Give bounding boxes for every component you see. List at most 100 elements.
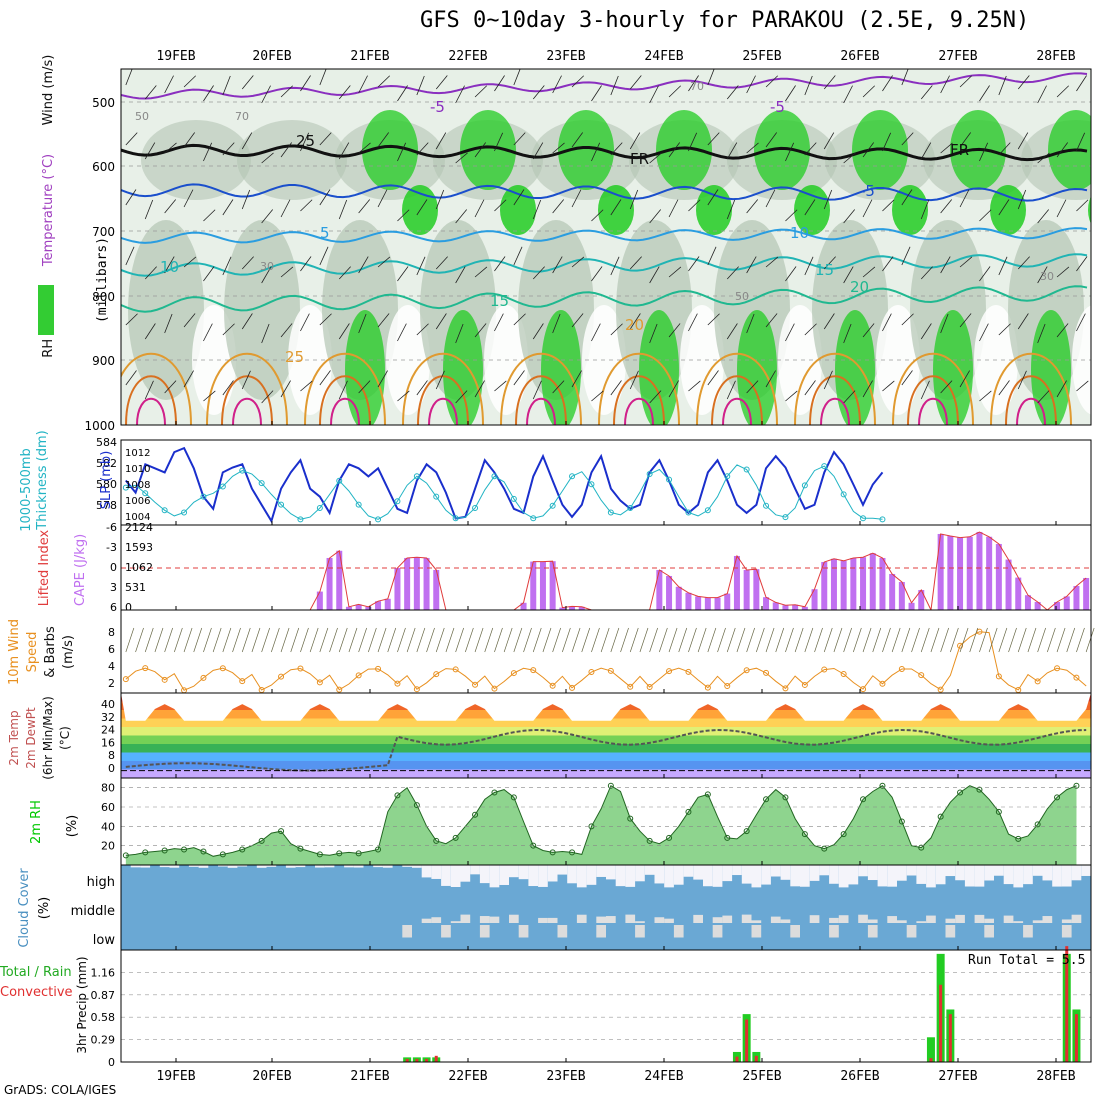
rh-green-blob	[345, 310, 385, 425]
cloud-mid	[1013, 921, 1024, 923]
cloud-mid	[984, 918, 994, 923]
cape-bar	[539, 561, 546, 610]
wind-barb	[1076, 313, 1086, 332]
isotherm-35-loop	[330, 397, 360, 425]
cloud-low	[557, 925, 568, 938]
wind-speed-marker	[898, 665, 905, 672]
cape-bar	[879, 557, 886, 610]
wind-barb-10m	[1085, 627, 1095, 653]
cloud-high-gap	[819, 865, 830, 876]
wind-barb-10m	[212, 627, 222, 653]
wind-speed-marker	[491, 685, 498, 692]
thickness-marker	[239, 467, 246, 474]
date-label-bottom: 28FEB	[1036, 1069, 1075, 1084]
wind-barb	[144, 199, 154, 220]
wind-barb	[668, 380, 679, 398]
wind-barb	[610, 380, 622, 396]
temp-tick: 0	[108, 762, 115, 775]
cape-bar	[1083, 577, 1090, 610]
wind-barb	[707, 132, 720, 146]
slp-left-tick: 582	[96, 457, 117, 470]
cloud-low	[596, 925, 606, 938]
pressure-tick-label: 800	[92, 290, 115, 304]
wind-barb-10m	[445, 627, 455, 653]
wind-barb	[688, 75, 699, 92]
wind-barb	[649, 390, 662, 404]
wind-barb-10m	[1066, 627, 1076, 653]
wind-barb	[1017, 370, 1027, 390]
cape-right-tick: 531	[125, 581, 146, 594]
precip-conv-bar	[1074, 1014, 1078, 1062]
cloud-low	[751, 925, 762, 938]
cloud-high-gap	[188, 865, 199, 867]
cloud-high-gap	[509, 865, 519, 878]
wind-barb-10m	[891, 627, 901, 653]
wind-barb-10m	[465, 627, 474, 653]
temp-tick: 24	[101, 724, 115, 737]
temp-ylabel_d: (°C)	[58, 726, 72, 750]
wind-barb	[513, 246, 523, 266]
rh2m-marker	[219, 851, 226, 858]
wind-barb	[203, 85, 214, 102]
wind-barb	[843, 266, 854, 284]
wind-barb-10m	[290, 627, 300, 653]
rh2m-marker	[413, 802, 420, 809]
cloud-mid	[829, 917, 839, 923]
cape-right-tick: 0	[125, 601, 132, 614]
cloud-row-label: high	[87, 875, 115, 890]
wind-barb	[435, 313, 447, 330]
cloud-high-gap	[140, 865, 151, 868]
wind-speed-marker	[782, 685, 789, 692]
cloud-low	[712, 925, 723, 938]
wind-barb	[552, 142, 565, 154]
wind-barb	[532, 142, 544, 160]
wind-barb-10m	[969, 627, 979, 653]
wind-barb	[610, 256, 620, 276]
wind-barb	[474, 199, 485, 218]
rh2m-marker	[472, 811, 479, 818]
wind-barb	[649, 323, 658, 344]
cape-right-tick: 1062	[125, 561, 153, 574]
wind-barb-10m	[930, 627, 940, 653]
wind-barb	[338, 85, 351, 100]
rh2m-marker	[122, 852, 129, 859]
rh2m-marker	[879, 782, 886, 789]
cloud-high-gap	[518, 865, 529, 880]
thickness-marker	[491, 473, 498, 480]
wind-speed-marker	[879, 680, 886, 687]
wind-barb	[823, 370, 833, 390]
wind-speed-marker	[995, 673, 1002, 680]
wind-barb	[959, 313, 972, 328]
wind-speed-marker	[918, 672, 925, 679]
rh2m-marker	[355, 850, 362, 857]
wind-barb-10m	[717, 627, 726, 653]
wind-barb	[882, 132, 892, 152]
wind-barb-10m	[600, 627, 610, 653]
wind-barb-10m	[1056, 627, 1066, 653]
wind-barb-10m	[416, 627, 426, 653]
wind-barb	[532, 323, 544, 340]
wind-barb	[785, 85, 796, 102]
rh-tick: 40	[101, 820, 115, 833]
thickness-marker	[549, 502, 556, 509]
cloud-high-gap	[169, 865, 180, 868]
cloud-mid	[421, 918, 432, 923]
isotherm-30-loop	[515, 375, 567, 425]
wind-barb-10m	[397, 627, 406, 653]
wind-barb-10m	[513, 627, 523, 653]
rh-green-blob	[1088, 196, 1091, 224]
temp-ylabel_b: 2m DewPt	[24, 707, 38, 769]
wind-barb	[222, 256, 232, 276]
rh2m-marker	[297, 845, 304, 852]
wind10m-panel: 8 6 4 2 10m Wind Speed & Barbs (m/s)	[7, 609, 1095, 694]
wind-barb-10m	[1027, 627, 1037, 653]
cloud-high-gap	[499, 865, 509, 885]
wind-speed-marker	[394, 680, 401, 687]
rh2m-marker	[258, 837, 265, 844]
cape-bar	[753, 569, 760, 610]
cape-bar	[326, 557, 333, 610]
thickness-marker	[569, 473, 576, 480]
precip-conv-bar	[405, 1058, 409, 1062]
cloud-mid	[945, 918, 956, 923]
